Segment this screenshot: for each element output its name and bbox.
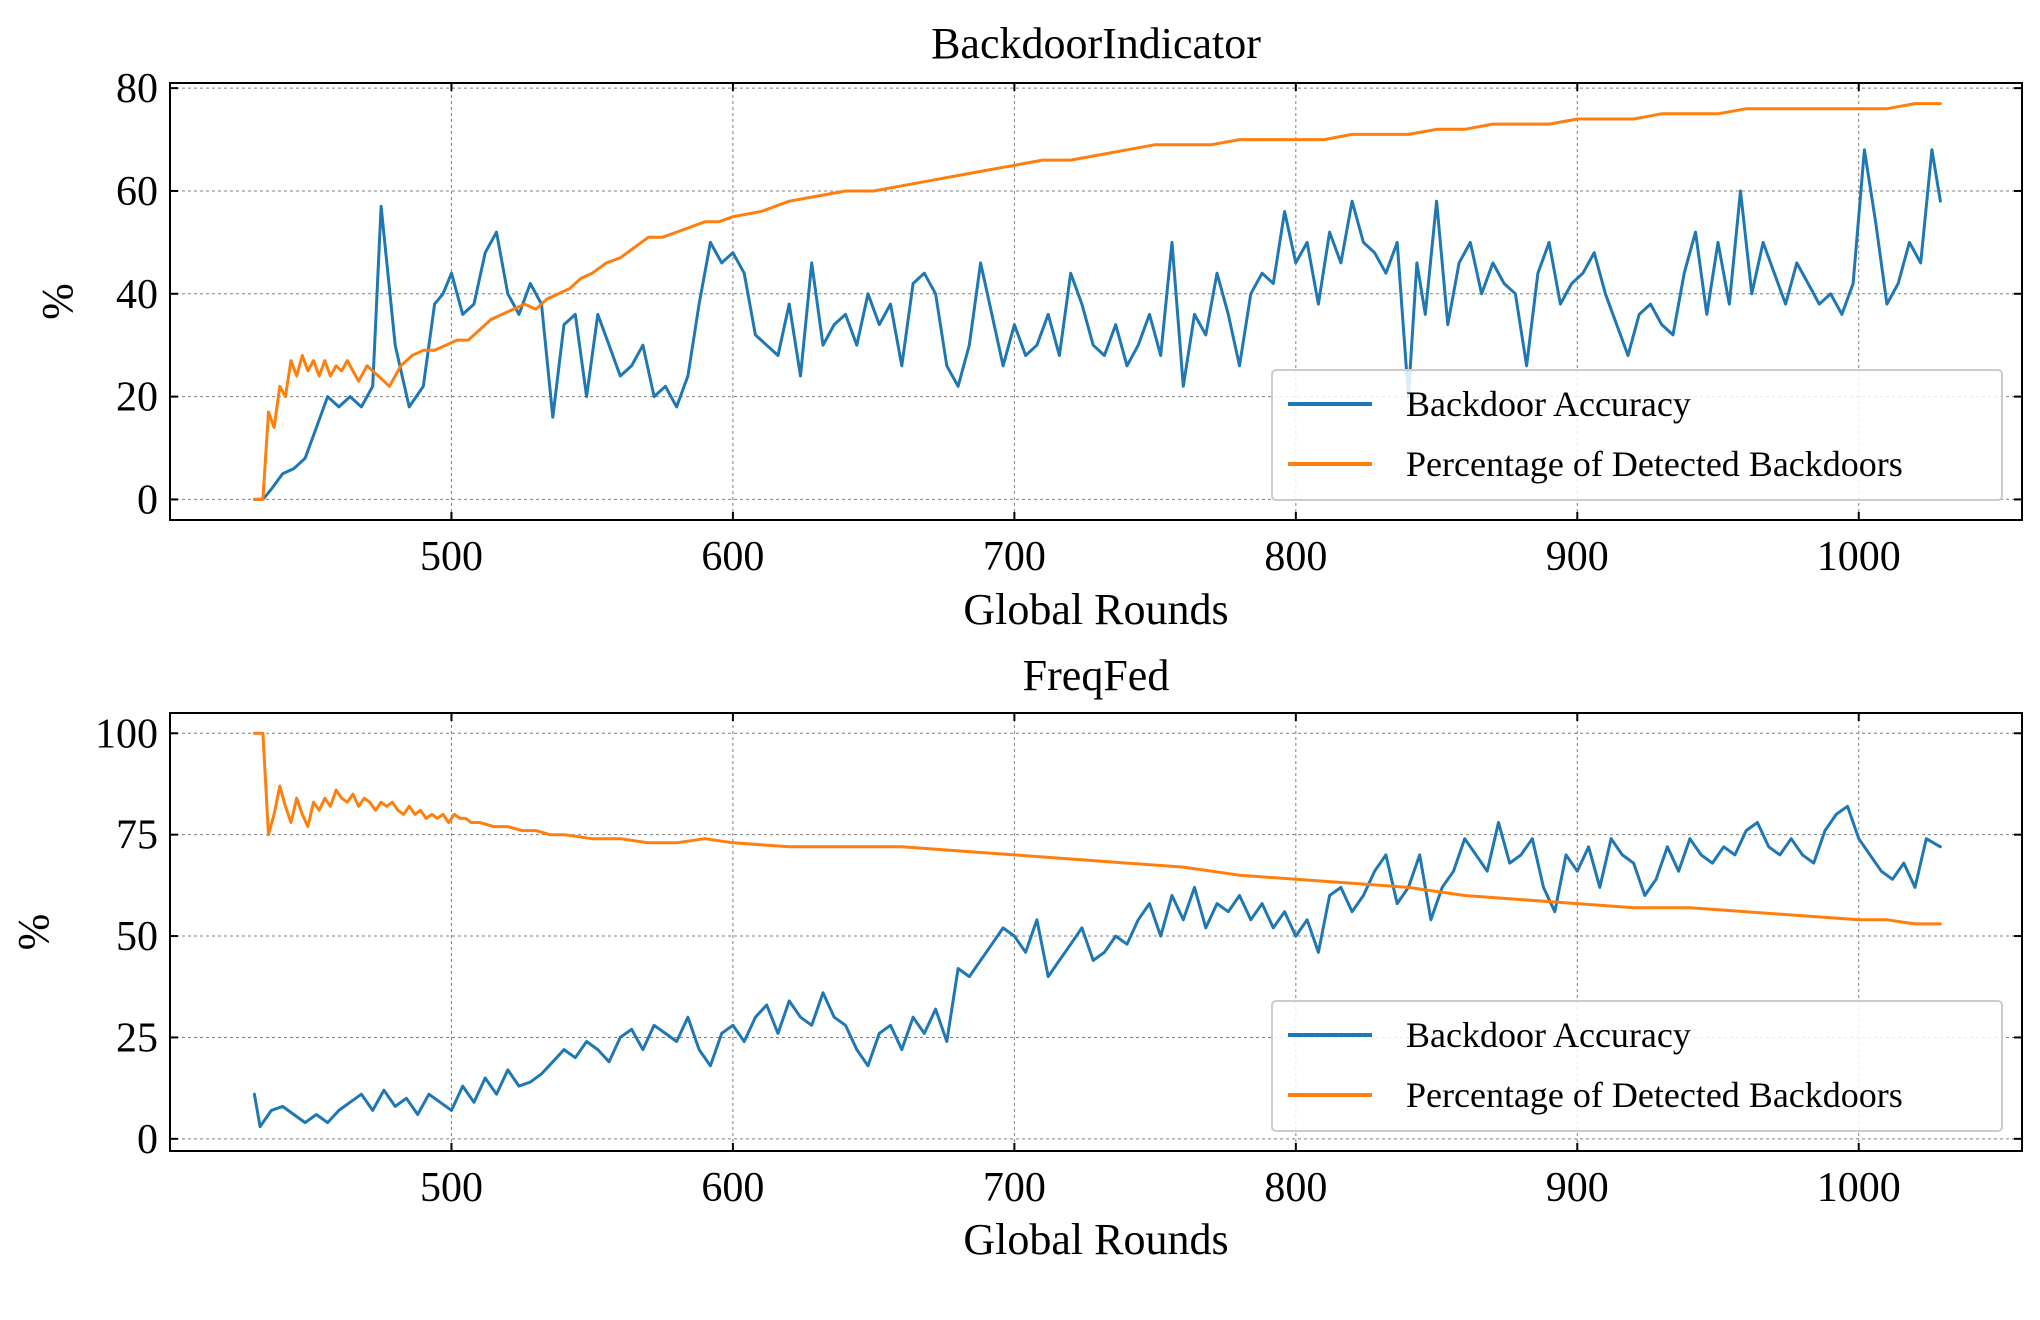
- series-line-detected-backdoors: [252, 731, 1942, 926]
- x-tick-label: 500: [420, 1165, 483, 1211]
- chart-title: FreqFed: [1023, 651, 1170, 700]
- x-tick-label: 900: [1546, 534, 1609, 580]
- x-tick-label: 700: [983, 534, 1046, 580]
- y-tick-label: 80: [116, 66, 158, 112]
- y-tick-label: 25: [116, 1015, 158, 1061]
- legend-label: Percentage of Detected Backdoors: [1406, 1075, 1903, 1115]
- x-tick-label: 800: [1264, 534, 1327, 580]
- x-tick-label: 600: [701, 534, 764, 580]
- x-tick-label: 1000: [1817, 534, 1901, 580]
- x-tick-label: 800: [1264, 1165, 1327, 1211]
- x-tick-label: 600: [701, 1165, 764, 1211]
- legend-label: Backdoor Accuracy: [1406, 1015, 1691, 1055]
- y-tick-label: 0: [137, 477, 158, 523]
- x-tick-label: 700: [983, 1165, 1046, 1211]
- y-tick-label: 75: [116, 813, 158, 859]
- x-tick-label: 1000: [1817, 1165, 1901, 1211]
- axes-frame: [169, 712, 2023, 1152]
- legend-label: Backdoor Accuracy: [1406, 384, 1691, 424]
- x-axis-label: Global Rounds: [963, 1215, 1228, 1264]
- legend-frame: [1271, 1000, 2003, 1132]
- chart-freqfed: 500 600 700 800 900 1000 0 25 50 75 100 FreqFed Glob…: [9, 651, 2023, 1264]
- y-tick-label: 40: [116, 272, 158, 318]
- series-line-backdoor-accuracy: [252, 148, 1942, 501]
- legend: Backdoor Accuracy Percentage of Detected …: [1271, 369, 2003, 501]
- y-tick-label: 20: [116, 375, 158, 421]
- legend-label: Percentage of Detected Backdoors: [1406, 444, 1903, 484]
- y-tick-label: 100: [95, 711, 158, 757]
- x-tick-label: 500: [420, 534, 483, 580]
- y-axis-label: %: [33, 283, 82, 320]
- series-line-backdoor-accuracy: [252, 804, 1942, 1129]
- chart-backdoorindicator: 500 600 700 800 900 1000 0 20 40 60 80 BackdoorIndi…: [33, 19, 2023, 634]
- legend-frame: [1271, 369, 2003, 501]
- y-axis-label: %: [9, 914, 58, 951]
- series-line-detected-backdoors: [252, 102, 1942, 501]
- y-tick-label: 50: [116, 914, 158, 960]
- legend: Backdoor Accuracy Percentage of Detected …: [1271, 1000, 2003, 1132]
- chart-title: BackdoorIndicator: [931, 19, 1261, 68]
- x-axis-label: Global Rounds: [963, 585, 1228, 634]
- axes-frame: [169, 82, 2023, 521]
- y-tick-label: 60: [116, 169, 158, 215]
- x-tick-label: 900: [1546, 1165, 1609, 1211]
- y-tick-label: 0: [137, 1117, 158, 1163]
